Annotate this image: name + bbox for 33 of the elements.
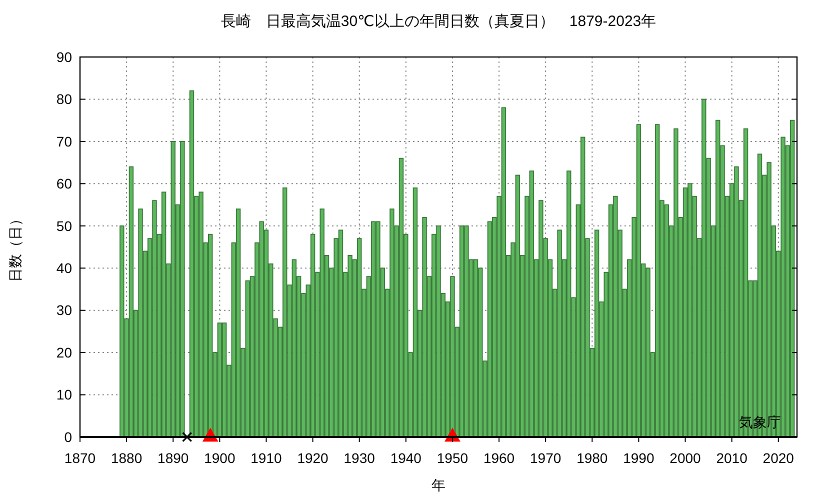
y-tick-label: 80 <box>56 91 72 108</box>
x-tick-label: 2010 <box>716 450 748 466</box>
x-tick-label: 2000 <box>670 450 702 466</box>
y-tick-label: 0 <box>64 428 72 445</box>
x-tick-label: 1870 <box>64 450 96 466</box>
x-tick-label: 2020 <box>762 450 794 466</box>
x-tick-label: 1930 <box>344 450 376 466</box>
x-tick-label: 1990 <box>623 450 654 466</box>
y-tick-label: 90 <box>56 48 72 65</box>
y-axis-title: 日数（日） <box>7 212 23 282</box>
bar <box>189 90 194 438</box>
x-tick-label: 1900 <box>204 450 236 466</box>
y-tick-label: 10 <box>56 386 72 403</box>
y-tick-label: 50 <box>56 218 72 234</box>
x-tick-label: 1960 <box>483 450 515 466</box>
bar <box>310 234 316 438</box>
x-tick-label: 1950 <box>436 450 468 466</box>
x-tick-label: 1880 <box>110 450 142 466</box>
chart-title: 長崎 日最高気温30℃以上の年間日数（真夏日） 1879-2023年 <box>220 13 656 30</box>
bar <box>790 120 795 438</box>
y-tick-label: 70 <box>56 133 72 150</box>
annotation: 気象庁 <box>739 414 781 430</box>
x-tick-label: 1920 <box>297 450 329 466</box>
x-tick-label: 1970 <box>530 450 562 466</box>
x-tick-label: 1980 <box>576 450 608 466</box>
x-axis-title: 年 <box>432 477 446 493</box>
y-tick-label: 30 <box>56 302 72 318</box>
x-tick-label: 1890 <box>158 450 189 466</box>
y-tick-label: 60 <box>56 176 72 192</box>
y-tick-label: 20 <box>56 344 72 360</box>
x-tick-label: 1910 <box>250 450 282 466</box>
y-tick-label: 40 <box>56 260 72 276</box>
x-tick-label: 1940 <box>390 450 422 466</box>
